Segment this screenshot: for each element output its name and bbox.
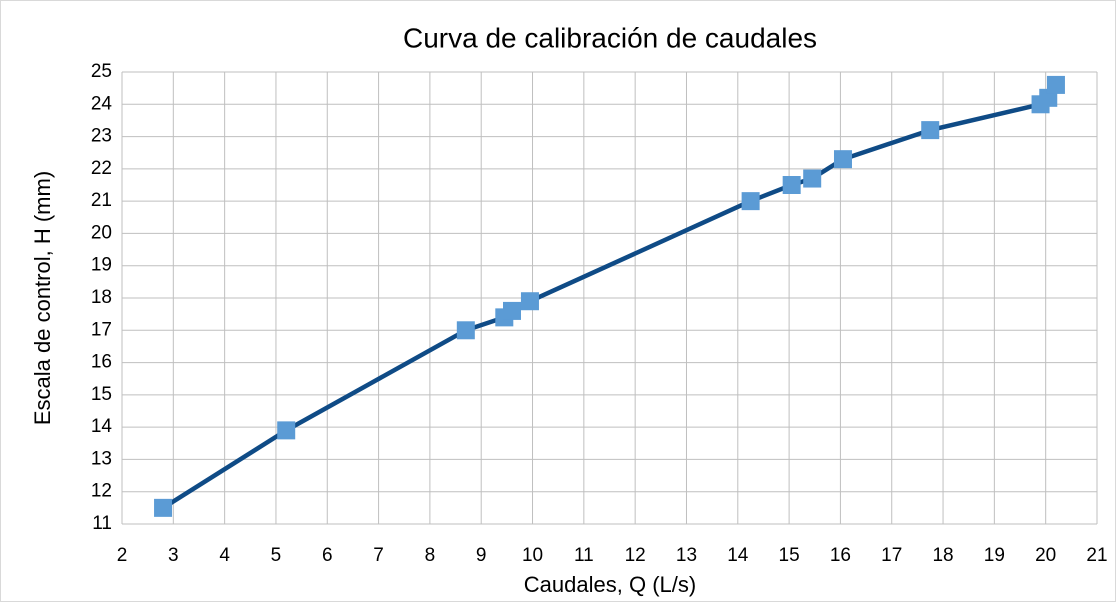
x-tick-label: 10 bbox=[522, 545, 543, 566]
x-tick-label: 13 bbox=[676, 545, 697, 566]
y-tick-label: 11 bbox=[92, 513, 112, 534]
data-point bbox=[921, 121, 940, 140]
y-tick-label: 12 bbox=[91, 481, 112, 502]
x-tick-label: 5 bbox=[271, 545, 282, 566]
y-tick-label: 19 bbox=[91, 255, 112, 276]
y-tick-label: 16 bbox=[91, 352, 112, 373]
data-point bbox=[277, 421, 296, 440]
y-tick-label: 20 bbox=[91, 222, 112, 243]
x-tick-label: 3 bbox=[168, 545, 179, 566]
y-tick-label: 22 bbox=[91, 158, 112, 179]
data-point bbox=[456, 321, 475, 340]
x-tick-label: 8 bbox=[425, 545, 436, 566]
x-tick-label: 7 bbox=[373, 545, 384, 566]
data-point bbox=[154, 498, 173, 517]
y-tick-label: 14 bbox=[91, 416, 113, 437]
x-tick-label: 14 bbox=[727, 545, 749, 566]
x-tick-label: 4 bbox=[219, 545, 230, 566]
data-point bbox=[503, 301, 521, 320]
y-tick-label: 13 bbox=[91, 448, 112, 469]
x-tick-label: 21 bbox=[1086, 545, 1107, 566]
x-tick-label: 6 bbox=[322, 545, 333, 566]
y-tick-label: 17 bbox=[91, 319, 112, 340]
x-tick-label: 17 bbox=[881, 545, 902, 566]
x-tick-label: 20 bbox=[1035, 545, 1056, 566]
data-point bbox=[833, 150, 852, 169]
data-point bbox=[803, 169, 822, 188]
data-point bbox=[520, 292, 539, 311]
data-point bbox=[741, 192, 760, 211]
x-tick-label: 19 bbox=[984, 545, 1005, 566]
y-tick-label: 15 bbox=[91, 384, 112, 405]
y-axis-label: Escala de control, H (mm) bbox=[30, 171, 55, 425]
x-tick-label: 15 bbox=[779, 545, 800, 566]
y-tick-label: 25 bbox=[91, 61, 112, 82]
x-tick-label: 11 bbox=[574, 545, 594, 566]
data-point bbox=[1046, 75, 1065, 94]
x-tick-label: 2 bbox=[117, 545, 128, 566]
y-tick-label: 21 bbox=[91, 190, 112, 211]
y-tick-label: 24 bbox=[91, 93, 113, 114]
x-tick-label: 12 bbox=[625, 545, 646, 566]
y-tick-label: 23 bbox=[91, 126, 112, 147]
x-tick-label: 16 bbox=[830, 545, 851, 566]
data-point bbox=[782, 176, 801, 194]
x-tick-label: 18 bbox=[932, 545, 953, 566]
x-axis-label: Caudales, Q (L/s) bbox=[524, 572, 696, 597]
chart-title: Curva de calibración de caudales bbox=[403, 22, 817, 53]
y-tick-label: 18 bbox=[91, 287, 112, 308]
x-tick-label: 9 bbox=[476, 545, 487, 566]
